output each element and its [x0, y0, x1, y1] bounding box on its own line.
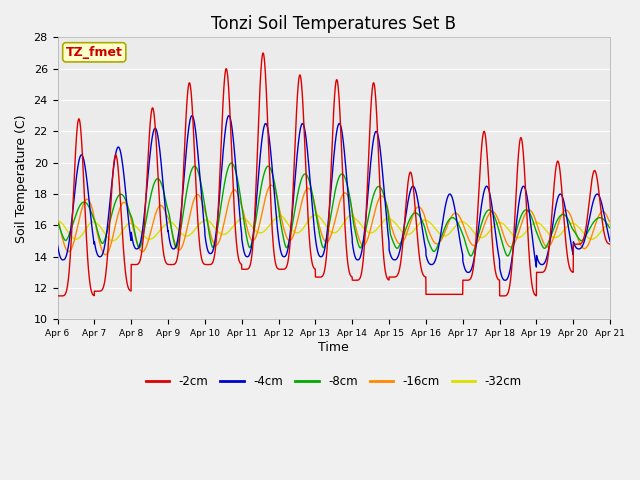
Title: Tonzi Soil Temperatures Set B: Tonzi Soil Temperatures Set B [211, 15, 456, 33]
X-axis label: Time: Time [319, 341, 349, 354]
Y-axis label: Soil Temperature (C): Soil Temperature (C) [15, 114, 28, 242]
Text: TZ_fmet: TZ_fmet [66, 46, 123, 59]
Legend: -2cm, -4cm, -8cm, -16cm, -32cm: -2cm, -4cm, -8cm, -16cm, -32cm [141, 370, 527, 393]
